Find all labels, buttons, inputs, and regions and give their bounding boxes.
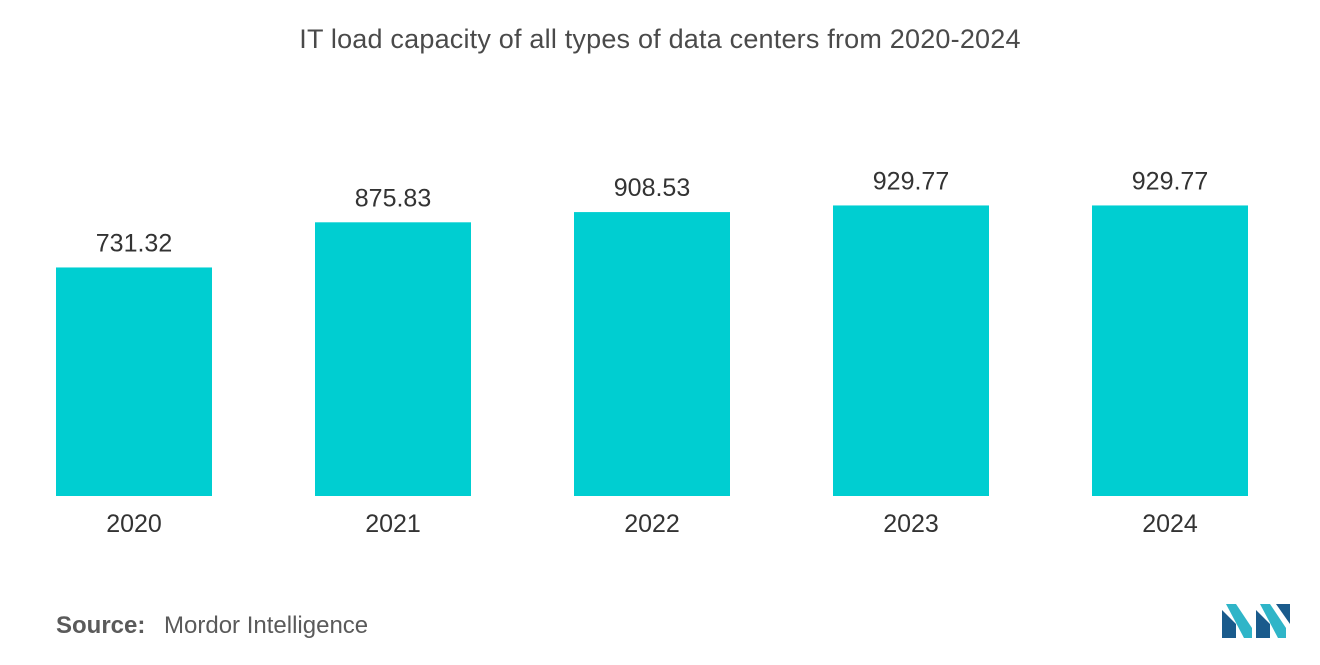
x-tick-label-2022: 2022 xyxy=(624,510,680,538)
bar-2024 xyxy=(1092,205,1248,496)
bar-2020 xyxy=(56,267,212,496)
value-label-2024: 929.77 xyxy=(1132,167,1208,195)
value-label-2020: 731.32 xyxy=(96,229,172,257)
source-footer: Source: Mordor Intelligence xyxy=(56,612,368,640)
source-label: Source: xyxy=(56,612,146,639)
bar-2022 xyxy=(574,212,730,496)
mordor-intelligence-logo-icon xyxy=(1222,604,1290,638)
chart-title: IT load capacity of all types of data ce… xyxy=(299,24,1021,54)
x-tick-label-2023: 2023 xyxy=(883,510,939,538)
source-text: Mordor Intelligence xyxy=(164,612,369,639)
x-tick-label-2021: 2021 xyxy=(365,510,421,538)
bar-2023 xyxy=(833,205,989,496)
bar-2021 xyxy=(315,222,471,496)
x-tick-label-2020: 2020 xyxy=(106,510,162,538)
value-label-2021: 875.83 xyxy=(355,184,431,212)
x-tick-label-2024: 2024 xyxy=(1142,510,1198,538)
value-label-2022: 908.53 xyxy=(614,174,690,202)
value-label-2023: 929.77 xyxy=(873,167,949,195)
